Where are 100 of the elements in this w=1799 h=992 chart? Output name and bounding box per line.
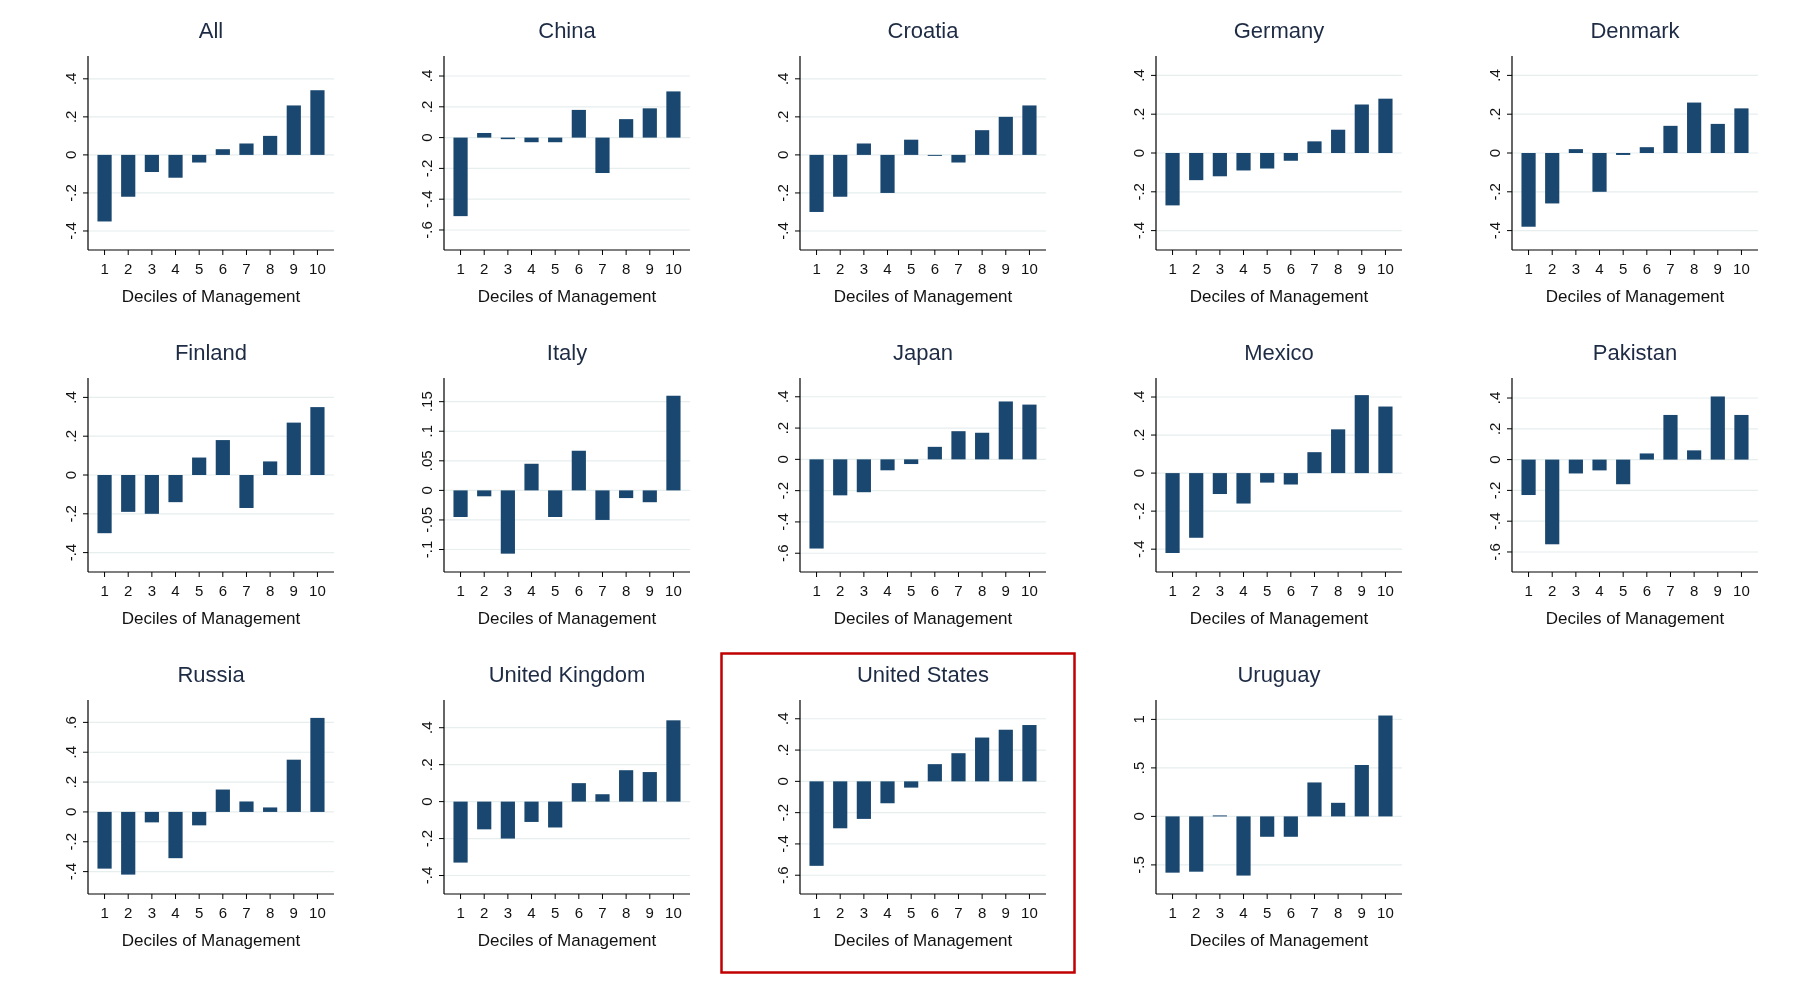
y-tick-label: -.4 (774, 513, 791, 531)
chart-title: Pakistan (1592, 340, 1678, 365)
x-tick-label: 2 (480, 904, 489, 921)
x-tick-label: 3 (859, 582, 869, 599)
bar (1165, 473, 1180, 553)
x-tick-label: 9 (1713, 582, 1722, 599)
bar (453, 490, 468, 517)
y-tick-label: 0 (1486, 455, 1503, 464)
bar (97, 154, 112, 222)
bar (1165, 153, 1180, 206)
x-tick-label: 9 (289, 582, 298, 599)
x-tick-label: 2 (836, 904, 845, 921)
bar (1354, 395, 1369, 474)
y-tick-label: -.4 (62, 222, 79, 240)
bar (880, 154, 895, 193)
bar (192, 811, 207, 826)
y-tick-label: .2 (418, 758, 435, 771)
y-tick-label: -.2 (1486, 183, 1503, 201)
x-tick-label: 7 (242, 904, 251, 921)
x-tick-label: 8 (1333, 260, 1343, 277)
bar (239, 143, 254, 155)
y-tick-label: 0 (1486, 148, 1503, 158)
x-tick-label: 8 (1689, 260, 1699, 277)
bar (500, 801, 515, 839)
y-tick-label: -.2 (418, 159, 435, 178)
x-tick-label: 10 (309, 582, 326, 599)
x-tick-label: 4 (1595, 582, 1604, 599)
chart-title: Denmark (1590, 18, 1681, 43)
y-tick-label: -.6 (418, 221, 435, 239)
x-tick-label: 9 (289, 904, 298, 921)
x-tick-label: 4 (171, 582, 180, 599)
x-tick-label: 6 (930, 904, 939, 921)
bar (453, 801, 468, 863)
x-tick-label: 1 (1524, 582, 1533, 599)
y-tick-label: .4 (774, 712, 791, 726)
x-tick-label: 7 (598, 582, 607, 599)
x-tick-label: 4 (527, 582, 536, 599)
chart-title: China (538, 18, 597, 43)
bar (263, 135, 278, 155)
y-tick-label: .2 (774, 743, 791, 757)
y-tick-label: 1 (1130, 715, 1147, 724)
y-tick-label: -.4 (1130, 221, 1147, 240)
y-tick-label: -.2 (774, 184, 791, 202)
x-tick-label: 6 (1642, 260, 1651, 277)
y-tick-label: -.2 (418, 829, 435, 848)
y-tick-label: .2 (774, 110, 791, 124)
x-tick-label: 9 (1713, 260, 1722, 277)
x-tick-label: 5 (551, 904, 560, 921)
x-tick-label: 4 (527, 260, 536, 277)
bar (833, 459, 848, 496)
x-tick-label: 8 (977, 260, 987, 277)
bar (1687, 450, 1702, 460)
x-tick-label: 1 (812, 260, 821, 277)
y-tick-label: .2 (1130, 107, 1147, 121)
y-tick-label: 0 (774, 455, 791, 464)
bar (168, 811, 183, 859)
bar (571, 450, 586, 491)
chart-title: Italy (546, 340, 588, 365)
x-tick-label: 10 (1377, 904, 1394, 921)
x-tick-label: 3 (503, 904, 513, 921)
x-tick-label: 2 (1192, 260, 1201, 277)
bar (1022, 404, 1037, 460)
bar (1236, 153, 1251, 171)
bar (524, 463, 539, 491)
x-tick-label: 9 (1001, 582, 1010, 599)
x-tick-label: 7 (598, 260, 607, 277)
bar (951, 154, 966, 163)
bar (619, 770, 634, 802)
y-tick-label: .2 (62, 775, 79, 789)
bar (1307, 452, 1322, 474)
x-tick-label: 8 (977, 582, 987, 599)
y-tick-label: .4 (1130, 390, 1147, 404)
x-axis-title: Deciles of Management (121, 287, 301, 306)
bar (144, 475, 159, 514)
bar (477, 801, 492, 830)
bar (1378, 406, 1393, 474)
bar (666, 91, 681, 138)
y-tick-label: -.4 (62, 862, 79, 881)
bar (809, 781, 824, 866)
bar (121, 811, 136, 875)
x-tick-label: 2 (124, 582, 133, 599)
x-tick-label: 4 (1239, 582, 1248, 599)
x-axis-title: Deciles of Management (833, 609, 1013, 628)
x-axis-title: Deciles of Management (833, 931, 1013, 950)
x-tick-label: 6 (1286, 260, 1295, 277)
x-axis-title: Deciles of Management (1545, 609, 1725, 628)
x-tick-label: 9 (645, 260, 654, 277)
x-tick-label: 7 (954, 582, 963, 599)
y-tick-label: -.4 (62, 543, 79, 562)
x-tick-label: 2 (480, 582, 489, 599)
bar (97, 475, 112, 534)
x-tick-label: 1 (456, 904, 465, 921)
bar (453, 137, 468, 217)
y-tick-label: .5 (1130, 761, 1147, 775)
x-tick-label: 4 (1239, 904, 1248, 921)
x-tick-label: 9 (1001, 904, 1010, 921)
y-tick-label: .4 (774, 72, 791, 86)
x-tick-label: 6 (574, 904, 583, 921)
bar (1663, 125, 1678, 153)
x-tick-label: 2 (124, 260, 133, 277)
